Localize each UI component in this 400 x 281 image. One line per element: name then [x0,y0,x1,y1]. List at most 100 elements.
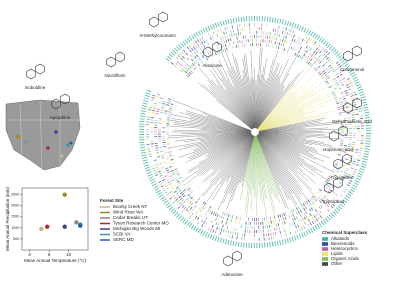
ring-cell [309,202,313,206]
ring-cell [315,218,319,222]
ring-outer [357,172,363,176]
ring-cell [287,49,289,53]
ring-cell [320,204,323,208]
branch [258,133,300,157]
ring-cell [297,219,300,223]
structure [342,153,352,165]
ring-cell [224,35,227,39]
ring-outer [222,20,225,26]
ring-outer [176,46,181,51]
compound-label: 8-Methylcoumarin [140,33,176,38]
ring-cell [322,184,326,187]
ring-cell [166,102,170,104]
ring-cell [288,45,291,49]
ring-cell [322,70,325,73]
structure [223,255,233,267]
ring-cell [235,44,238,49]
ring-cell [310,64,314,67]
plot-frame [21,187,89,251]
ring-outer [363,109,369,111]
branch [255,135,264,206]
branch [227,70,254,129]
ring-cell [325,67,328,71]
ring-cell [195,45,198,49]
branch [172,118,252,132]
ring-cell [291,38,294,42]
ring-cell [288,32,291,36]
ring-cell [344,102,348,104]
ring-cell [358,152,362,154]
branch [258,82,323,130]
structure [338,125,348,137]
ring-outer [352,184,358,188]
branch [257,135,299,195]
ring-cell [318,200,322,204]
branch [257,95,298,130]
branch [258,105,326,131]
ring-outer [293,235,297,241]
ring-cell [235,32,237,36]
branch [211,79,253,130]
ring-outer [365,117,371,119]
ring-cell [204,202,207,206]
ring-outer [357,88,363,92]
ring-cell [207,209,210,213]
ring-outer [345,65,351,69]
legend-swatch [322,252,328,256]
ring-cell [167,181,171,184]
ring-outer [279,240,282,246]
ring-cell [284,229,286,233]
y-tick-label: 1000 [11,226,19,230]
ring-cell [305,45,308,49]
ring-cell [319,50,322,54]
ring-cell [333,165,338,168]
ring-cell [338,79,342,82]
branch [254,80,257,129]
branch [258,134,328,181]
ring-cell [163,189,167,192]
ring-outer [155,189,161,194]
branch [258,132,317,151]
branch [258,89,311,130]
ring-cell [342,77,346,80]
ring-cell [277,46,280,50]
ring-cell [344,89,348,92]
ring-cell [305,215,308,219]
branch [198,133,252,164]
ring-cell [271,44,274,48]
ring-outer [330,47,335,52]
ring-cell [271,224,273,228]
branch [256,73,290,129]
ring-outer [165,57,170,62]
ring-outer [312,32,316,38]
ring-outer [307,30,312,35]
ring-outer [141,154,147,157]
ring-outer [212,235,215,241]
ring-cell [175,56,179,60]
ring-cell [285,220,288,224]
branch [258,132,332,148]
compound-label: Nicotiflorin [104,73,126,78]
ring-outer [166,204,172,209]
ring-cell [159,174,163,177]
ring-cell [216,46,219,50]
ring-cell [297,36,300,40]
branch [187,133,252,174]
ring-outer [358,170,364,174]
ring-cell [190,202,194,206]
branch [256,135,293,195]
branch [226,135,254,184]
ring-cell [350,167,354,170]
ring-cell [162,100,166,103]
ring-cell [200,60,204,64]
ring-outer [202,230,206,236]
ring-cell [285,233,287,237]
ring-cell [187,209,190,213]
ring-cell [350,95,354,97]
branch [258,90,316,130]
ring-cell [166,171,170,174]
ring-cell [166,193,170,196]
branch [193,133,252,152]
ring-cell [203,220,206,224]
